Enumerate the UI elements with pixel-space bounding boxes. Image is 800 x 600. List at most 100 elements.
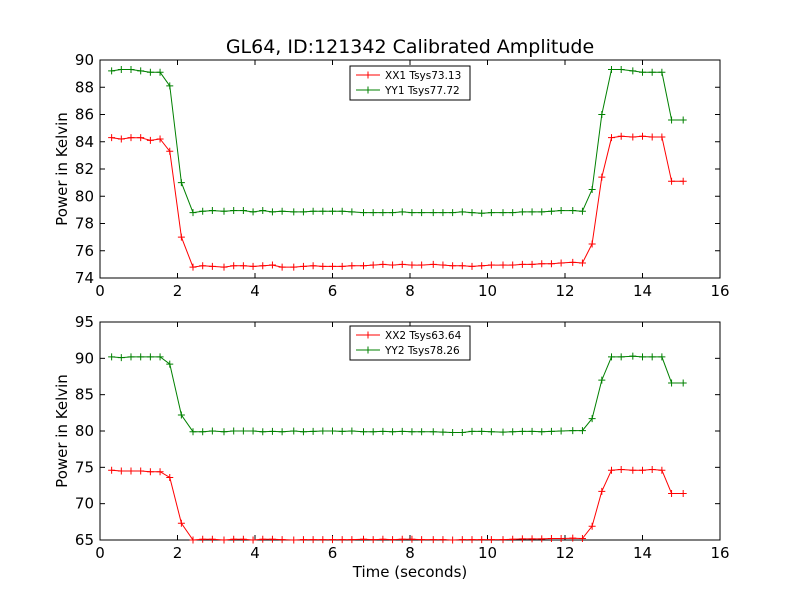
data-point	[220, 536, 228, 544]
data-point	[499, 261, 507, 269]
data-point	[268, 261, 276, 269]
data-point	[598, 487, 606, 495]
data-point	[679, 379, 687, 387]
y-tick-label: 78	[75, 215, 94, 233]
x-tick-label: 6	[328, 282, 338, 300]
data-point	[309, 536, 317, 544]
data-point	[268, 427, 276, 435]
y-tick-label: 70	[75, 495, 94, 513]
data-point	[117, 467, 125, 475]
data-point	[259, 428, 267, 436]
data-point	[458, 262, 466, 270]
data-point	[338, 427, 346, 435]
data-point	[547, 207, 555, 215]
data-point	[290, 427, 298, 435]
data-point	[290, 263, 298, 271]
data-point	[518, 427, 526, 435]
data-point	[398, 427, 406, 435]
data-point	[468, 262, 476, 270]
data-point	[639, 353, 646, 361]
data-point	[117, 354, 125, 362]
data-point	[156, 68, 164, 76]
x-tick-label: 14	[633, 544, 652, 562]
data-point	[360, 209, 367, 217]
data-point	[608, 466, 615, 474]
data-point	[137, 134, 145, 142]
data-point	[557, 259, 565, 267]
data-point	[547, 260, 555, 268]
data-point	[379, 535, 387, 543]
data-point	[398, 260, 406, 268]
data-point	[408, 209, 416, 217]
x-tick-label: 16	[710, 544, 729, 562]
data-point	[668, 489, 676, 497]
data-point	[329, 207, 336, 215]
data-point	[408, 261, 416, 269]
data-point	[329, 427, 336, 435]
data-point	[468, 427, 476, 435]
y-tick-label: 82	[75, 160, 94, 178]
data-point	[598, 376, 606, 384]
x-tick-label: 14	[633, 282, 652, 300]
data-point	[557, 207, 565, 215]
data-point	[588, 240, 596, 248]
data-point	[220, 207, 228, 215]
data-point	[617, 353, 625, 361]
data-point	[199, 262, 207, 270]
data-point	[449, 209, 457, 217]
data-point	[509, 428, 517, 436]
data-point	[478, 209, 486, 217]
data-point	[528, 427, 536, 435]
data-point	[299, 536, 307, 544]
data-point	[639, 68, 646, 76]
data-point	[468, 536, 476, 544]
x-tick-label: 10	[478, 282, 497, 300]
data-point	[249, 262, 257, 270]
data-point	[127, 134, 135, 142]
data-point	[608, 134, 615, 142]
data-point	[329, 536, 336, 544]
y-tick-label: 90	[75, 349, 94, 367]
data-point	[418, 536, 426, 544]
data-point	[360, 262, 367, 270]
data-point	[499, 536, 507, 544]
legend: XX1 Tsys73.13 YY1 Tsys77.72	[349, 65, 471, 101]
data-point	[557, 427, 565, 435]
data-point	[299, 262, 307, 270]
data-point	[189, 428, 197, 436]
data-point	[166, 474, 174, 482]
data-point	[557, 535, 565, 543]
data-point	[478, 427, 486, 435]
data-point	[348, 208, 356, 216]
data-point	[547, 427, 555, 435]
data-point	[338, 207, 346, 215]
data-point	[156, 135, 164, 143]
data-point	[137, 67, 145, 75]
data-point	[319, 207, 327, 215]
data-point	[617, 66, 625, 74]
data-point	[259, 207, 267, 215]
y-tick-label: 84	[75, 133, 94, 151]
data-point	[528, 260, 536, 268]
y-tick-label: 76	[75, 242, 94, 260]
y-tick-label: 90	[75, 51, 94, 69]
legend: XX2 Tsys63.64 YY2 Tsys78.26	[349, 325, 471, 361]
data-point	[166, 82, 174, 90]
data-point	[329, 262, 336, 270]
data-point	[117, 135, 125, 143]
data-point	[389, 536, 397, 544]
data-point	[478, 536, 486, 544]
data-point	[189, 209, 197, 217]
data-point	[458, 208, 466, 216]
x-tick-label: 0	[95, 544, 105, 562]
data-point	[449, 536, 457, 544]
data-point	[538, 535, 546, 543]
data-point	[629, 133, 637, 141]
data-point	[338, 262, 346, 270]
data-point	[389, 209, 397, 217]
data-point	[319, 427, 327, 435]
legend-marker	[364, 331, 372, 339]
data-point	[509, 261, 517, 269]
y-tick-label: 80	[75, 187, 94, 205]
data-point	[679, 116, 687, 124]
